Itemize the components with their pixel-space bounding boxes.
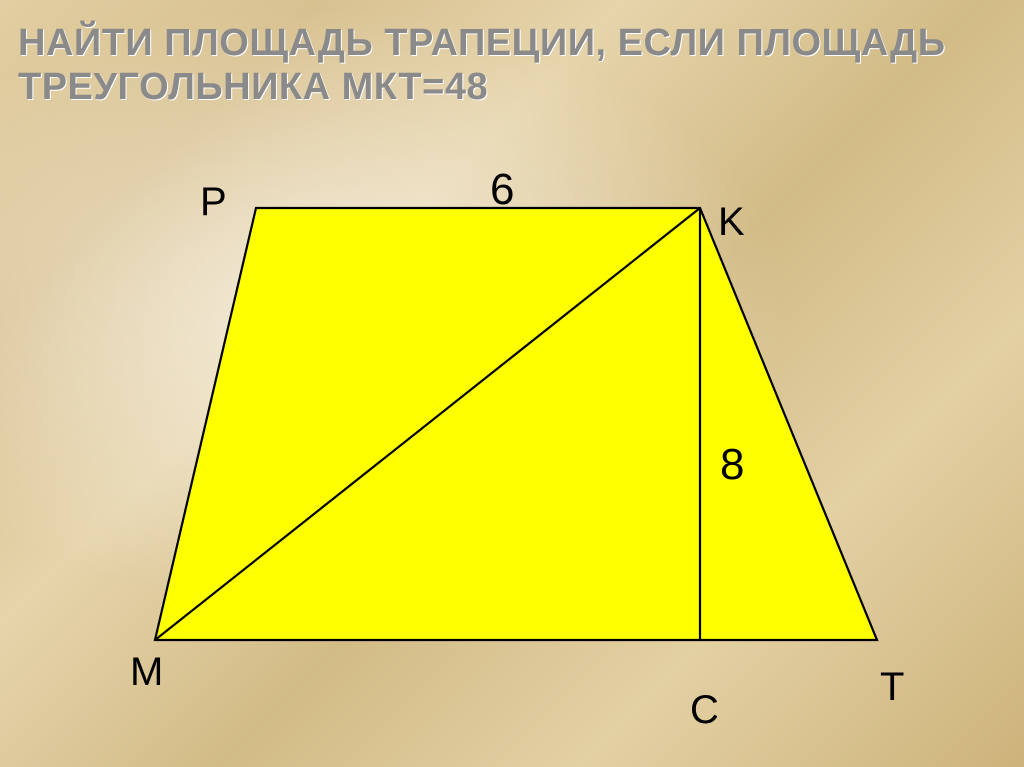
- vertex-label-p: P: [200, 180, 227, 225]
- slide: НАЙТИ ПЛОЩАДЬ ТРАПЕЦИИ, ЕСЛИ ПЛОЩАДЬ ТРЕ…: [0, 0, 1024, 767]
- vertex-label-m: M: [130, 650, 163, 695]
- trapezoid-mpkt: [155, 208, 877, 640]
- length-label-top: 6: [490, 165, 514, 215]
- vertex-label-k: K: [718, 200, 745, 245]
- point-label-c: C: [690, 688, 719, 733]
- length-label-height: 8: [720, 440, 744, 490]
- vertex-label-t: T: [880, 665, 904, 710]
